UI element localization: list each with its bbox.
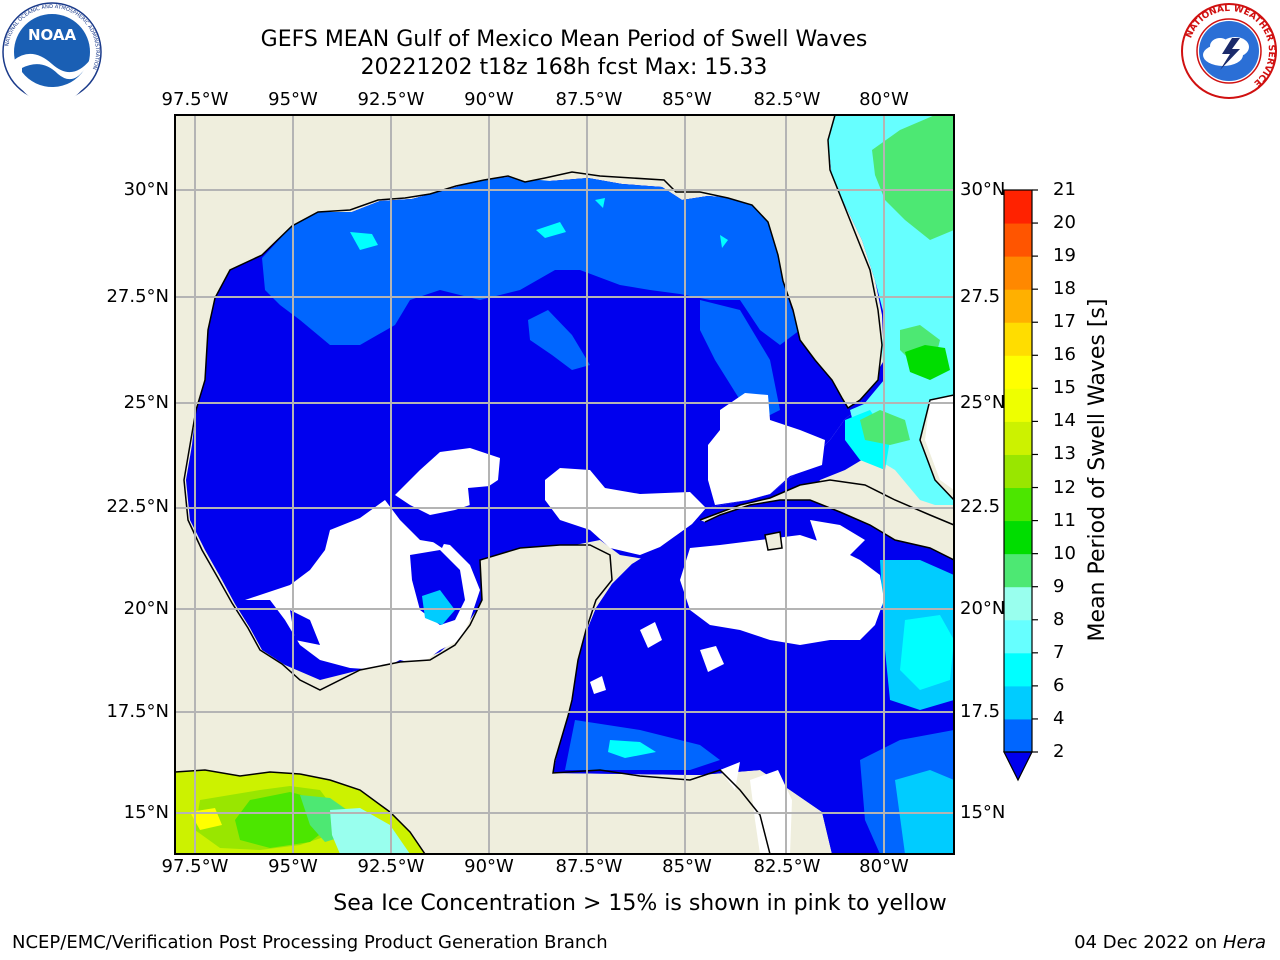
lon-tick-top: 95°W	[268, 89, 318, 110]
colorbar-bin	[1004, 520, 1032, 555]
lon-tick-bottom: 92.5°W	[357, 856, 425, 877]
lon-tick-bottom: 95°W	[268, 856, 318, 877]
colorbar-tick-label: 14	[1053, 410, 1076, 432]
chart-title: GEFS MEAN Gulf of Mexico Mean Period of …	[260, 27, 868, 52]
colorbar-tick-label: 21	[1053, 179, 1076, 200]
colorbar-tick-label: 12	[1053, 476, 1076, 498]
lat-tick-left: 25°N	[123, 392, 169, 413]
florida-east-green	[872, 115, 954, 240]
lat-tick-right: 25°N	[960, 392, 1006, 413]
lon-tick-top: 87.5°W	[555, 89, 623, 110]
lon-tick-bottom: 90°W	[464, 856, 514, 877]
colorbar-tick-label: 17	[1053, 311, 1076, 333]
colorbar-bin	[1004, 190, 1032, 224]
colorbar-bin	[1004, 487, 1032, 522]
colorbar-tick-label: 20	[1053, 212, 1076, 234]
colorbar-tick-label: 10	[1053, 542, 1076, 564]
lat-tick-left: 30°N	[123, 179, 169, 200]
lon-tick-top: 82.5°W	[753, 89, 821, 110]
lat-tick-right: 15°N	[960, 802, 1006, 823]
colorbar-tick-label: 6	[1053, 674, 1065, 696]
lon-tick-bottom: 80°W	[859, 856, 909, 877]
lat-tick-right: 17.5	[960, 701, 1001, 722]
colorbar-bin	[1004, 223, 1032, 257]
lat-tick-left: 27.5°N	[106, 286, 169, 307]
lon-tick-top: 85°W	[662, 89, 712, 110]
colorbar-bin	[1004, 454, 1032, 489]
colorbar-tick-label: 18	[1053, 278, 1076, 300]
colorbar-tick-label: 16	[1053, 344, 1076, 366]
graticule	[175, 115, 954, 854]
colorbar-tick-label: 9	[1053, 575, 1065, 597]
noaa-logo: NATIONAL OCEANIC AND ATMOSPHERIC ADMINIS…	[2, 2, 102, 104]
colorbar-bin	[1004, 322, 1032, 356]
lat-tick-right: 30°N	[960, 179, 1006, 200]
lat-tick-left: 20°N	[123, 598, 169, 619]
colorbar	[1003, 189, 1038, 782]
colorbar-tick-label: 2	[1053, 741, 1065, 762]
noaa-text: NOAA	[28, 26, 77, 44]
lat-tick-right: 22.5	[960, 496, 1001, 517]
lat-tick-left: 17.5°N	[106, 701, 169, 722]
colorbar-bin	[1004, 718, 1032, 753]
footer-date: 04 Dec 2022 on Hera	[1074, 932, 1266, 953]
lat-tick-right: 20°N	[960, 598, 1006, 619]
sea-ice-note: Sea Ice Concentration > 15% is shown in …	[333, 891, 947, 916]
colorbar-tick-label: 4	[1053, 707, 1065, 729]
colorbar-tick-label: 11	[1053, 509, 1076, 531]
lon-tick-top: 97.5°W	[161, 89, 229, 110]
lon-tick-top: 80°W	[859, 89, 909, 110]
colorbar-bin	[1004, 289, 1032, 323]
colorbar-bin	[1004, 388, 1032, 422]
colorbar-tick-label: 13	[1053, 443, 1076, 465]
lat-tick-left: 15°N	[123, 802, 169, 823]
colorbar-frame	[1003, 189, 1033, 753]
lon-tick-bottom: 82.5°W	[753, 856, 821, 877]
colorbar-bin	[1004, 355, 1032, 389]
lon-tick-top: 90°W	[464, 89, 514, 110]
colorbar-bin	[1004, 586, 1032, 621]
colorbar-bin	[1004, 619, 1032, 654]
colorbar-tick-label: 15	[1053, 377, 1076, 399]
colorbar-bin	[1004, 553, 1032, 588]
colorbar-tick-label: 8	[1053, 608, 1065, 630]
lat-tick-right: 27.5	[960, 286, 1001, 307]
colorbar-bin	[1004, 421, 1032, 455]
colorbar-under-triangle	[1003, 751, 1033, 782]
lon-tick-bottom: 87.5°W	[555, 856, 623, 877]
footer-date-text: 04 Dec 2022 on	[1074, 932, 1223, 953]
lon-tick-bottom: 85°W	[662, 856, 712, 877]
colorbar-bin	[1004, 685, 1032, 720]
colorbar-tick-label: 7	[1053, 641, 1065, 663]
nws-logo: NATIONAL WEATHER SERVICE	[1180, 2, 1278, 100]
footer-branch: NCEP/EMC/Verification Post Processing Pr…	[12, 932, 608, 953]
lat-tick-left: 22.5°N	[106, 496, 169, 517]
footer-machine: Hera	[1222, 932, 1266, 953]
colorbar-label: Mean Period of Swell Waves [s]	[1085, 298, 1110, 642]
lon-tick-top: 92.5°W	[357, 89, 425, 110]
colorbar-bin	[1004, 652, 1032, 687]
northern-shelf-swell	[262, 177, 800, 345]
chart-subtitle: 20221202 t18z 168h fcst Max: 15.33	[360, 55, 768, 80]
lon-tick-bottom: 97.5°W	[161, 856, 229, 877]
map-frame	[174, 114, 955, 855]
colorbar-tick-label: 19	[1053, 245, 1076, 267]
colorbar-bin	[1004, 256, 1032, 290]
